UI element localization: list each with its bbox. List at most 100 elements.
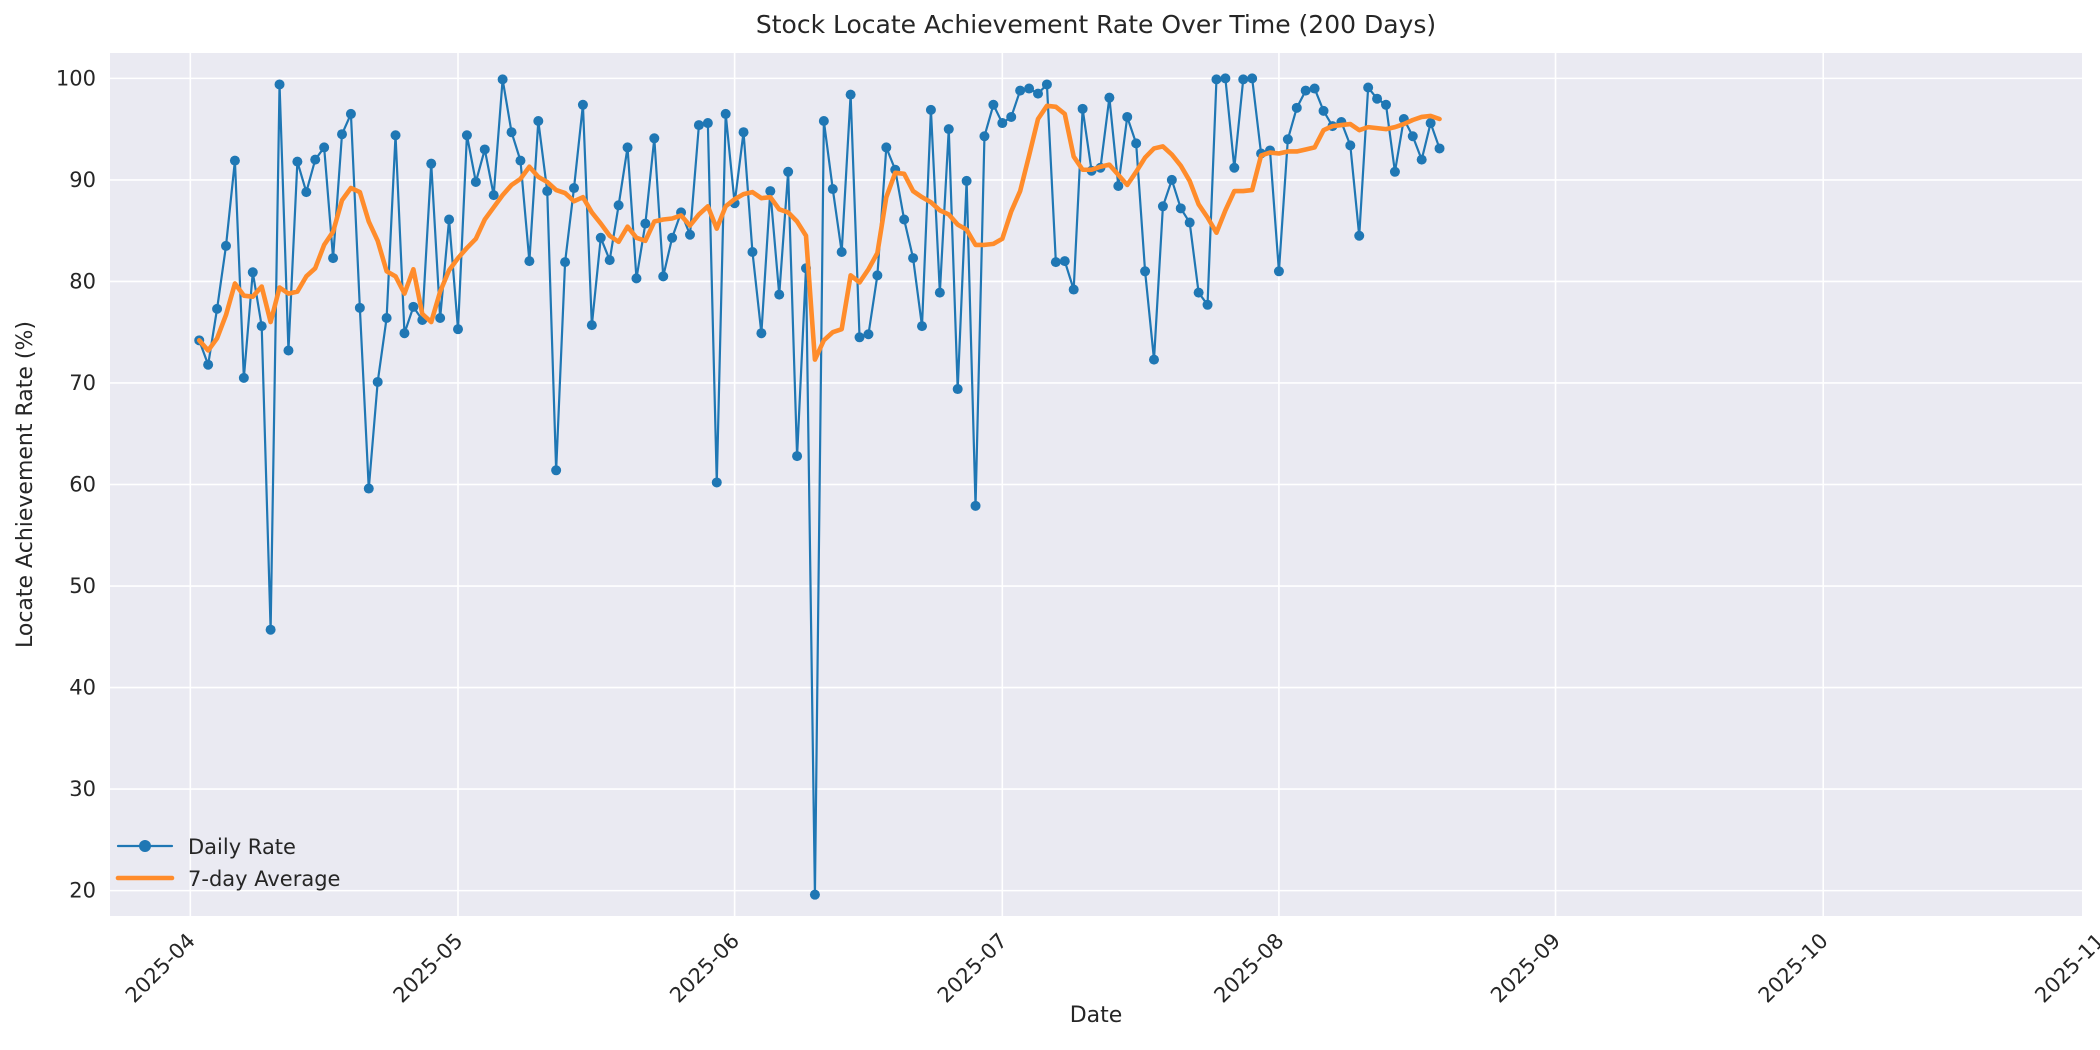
data-point — [1282, 134, 1293, 145]
data-point — [702, 118, 713, 129]
chart-legend[interactable]: Daily Rate 7-day Average — [110, 824, 360, 902]
data-point — [1166, 174, 1177, 185]
data-point — [604, 255, 615, 266]
data-point — [1184, 217, 1195, 228]
data-point — [943, 124, 954, 135]
data-point — [1202, 299, 1213, 310]
data-point — [658, 271, 669, 282]
data-point — [408, 301, 419, 312]
data-point — [247, 267, 258, 278]
data-point — [934, 287, 945, 298]
data-point — [1113, 181, 1124, 191]
data-point — [809, 889, 820, 900]
y-tick-label: 90 — [69, 168, 96, 192]
data-point — [488, 190, 499, 201]
data-point — [577, 99, 588, 110]
data-point — [560, 257, 571, 268]
y-tick-label: 100 — [56, 66, 96, 90]
data-point — [1220, 73, 1231, 84]
data-point — [818, 116, 829, 127]
data-point — [693, 120, 704, 131]
data-point — [917, 321, 927, 332]
data-point — [667, 232, 678, 243]
y-tick-label: 40 — [69, 676, 96, 700]
data-point — [836, 247, 847, 257]
data-point — [854, 332, 865, 343]
data-point — [1149, 354, 1159, 365]
data-point — [203, 359, 214, 370]
data-point — [533, 116, 544, 127]
data-point — [711, 477, 722, 488]
data-point — [461, 130, 472, 141]
data-point — [497, 74, 508, 85]
y-axis-tick-labels: 20 30 40 50 60 70 80 90 100 — [56, 66, 96, 902]
data-point — [1050, 257, 1061, 268]
data-point — [1122, 111, 1133, 122]
data-point — [337, 129, 347, 140]
data-point — [1381, 99, 1391, 110]
data-point — [524, 256, 535, 267]
legend-item-7-day-average[interactable]: 7-day Average — [115, 867, 340, 891]
data-point — [426, 158, 437, 169]
data-point — [1059, 256, 1070, 267]
data-point — [988, 99, 999, 110]
y-tick-label: 80 — [69, 269, 96, 293]
data-point — [613, 200, 624, 211]
data-point — [444, 214, 455, 225]
data-point — [354, 302, 365, 313]
data-point — [1291, 102, 1302, 113]
data-point — [1157, 201, 1168, 212]
data-point — [774, 289, 785, 300]
data-point — [301, 187, 312, 198]
data-point — [1247, 73, 1258, 84]
data-point — [622, 142, 633, 153]
data-point — [747, 247, 758, 257]
data-point — [1425, 118, 1436, 129]
data-point — [453, 324, 463, 335]
data-point — [783, 166, 794, 177]
data-point — [372, 376, 383, 387]
legend-swatch-marker — [139, 840, 151, 852]
data-point — [1015, 85, 1026, 96]
data-point — [1140, 266, 1151, 277]
y-axis-label: Locate Achievement Rate (%) — [13, 321, 38, 648]
chart-title: Stock Locate Achievement Rate Over Time … — [756, 10, 1436, 39]
data-point — [274, 79, 285, 90]
data-point — [640, 218, 651, 229]
data-point — [569, 183, 579, 194]
data-point — [328, 253, 339, 264]
data-point — [1006, 111, 1017, 122]
data-point — [1193, 287, 1204, 298]
data-point — [1363, 82, 1374, 93]
data-point — [872, 270, 883, 281]
data-point — [1354, 230, 1365, 241]
data-point — [283, 345, 294, 356]
data-point — [1372, 93, 1383, 104]
data-point — [256, 321, 267, 332]
data-point — [435, 312, 446, 323]
data-point — [1229, 162, 1240, 173]
data-point — [1318, 105, 1329, 116]
data-point — [925, 104, 936, 115]
data-point — [738, 127, 749, 138]
data-point — [1309, 83, 1320, 94]
data-point — [1407, 131, 1418, 142]
data-point — [1041, 79, 1052, 90]
data-point — [1175, 203, 1186, 214]
data-point — [1416, 154, 1427, 165]
data-point — [1131, 138, 1142, 149]
data-point — [1211, 74, 1222, 85]
data-point — [345, 108, 356, 119]
data-point — [363, 483, 374, 494]
data-point — [631, 273, 642, 284]
legend-item-daily-rate[interactable]: Daily Rate — [116, 835, 296, 859]
data-point — [845, 89, 856, 100]
data-point — [979, 131, 990, 142]
data-point — [310, 154, 321, 165]
y-tick-label: 70 — [69, 371, 96, 395]
data-point — [1068, 284, 1079, 295]
data-point — [381, 312, 392, 323]
data-point — [212, 303, 223, 314]
data-point — [595, 232, 606, 243]
